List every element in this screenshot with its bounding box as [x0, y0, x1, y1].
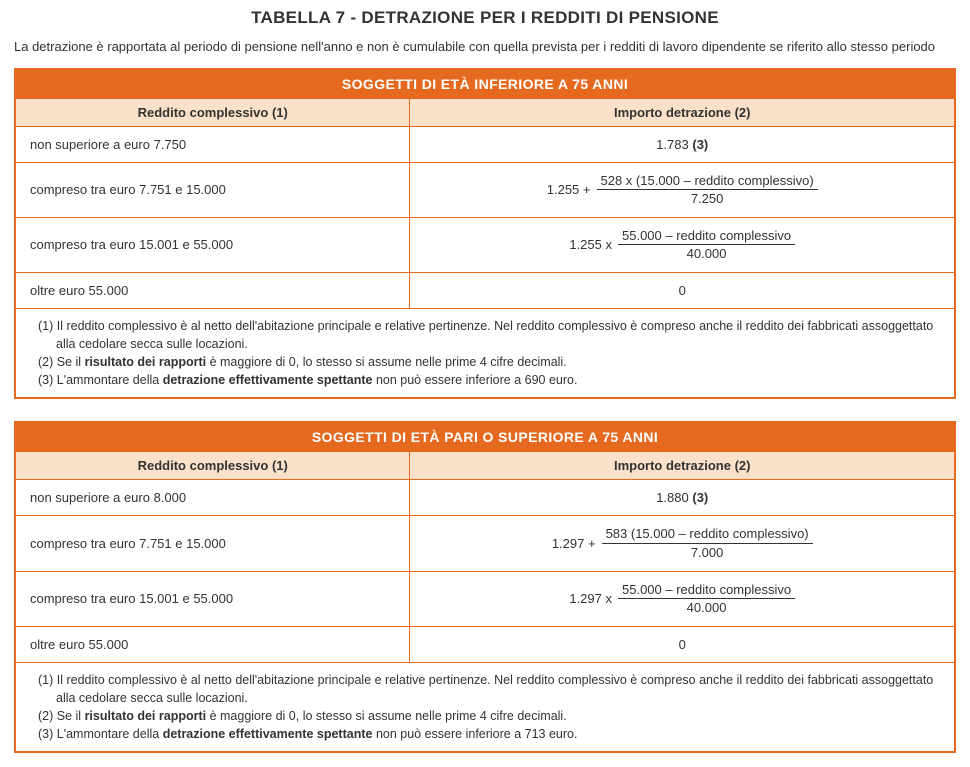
table-row: compreso tra euro 7.751 e 15.000 1.255 +…	[16, 162, 954, 217]
importo-suffix: (3)	[692, 137, 708, 152]
table-under-75: SOGGETTI DI ETÀ INFERIORE A 75 ANNI Redd…	[14, 68, 956, 400]
cell-importo: 1.297 x 55.000 – reddito complessivo 40.…	[410, 571, 954, 626]
cell-importo: 0	[410, 272, 954, 308]
col-header-reddito: Reddito complessivo (1)	[16, 452, 410, 480]
table-row: compreso tra euro 15.001 e 55.000 1.255 …	[16, 217, 954, 272]
table: Reddito complessivo (1) Importo detrazio…	[16, 451, 954, 661]
note: (3) L'ammontare della detrazione effetti…	[38, 371, 940, 389]
page-title: TABELLA 7 - DETRAZIONE PER I REDDITI DI …	[14, 8, 956, 28]
note: (1) Il reddito complessivo è al netto de…	[38, 671, 940, 707]
cell-reddito: compreso tra euro 15.001 e 55.000	[16, 571, 410, 626]
cell-reddito: compreso tra euro 7.751 e 15.000	[16, 162, 410, 217]
cell-reddito: compreso tra euro 15.001 e 55.000	[16, 217, 410, 272]
importo-value: 1.880	[656, 490, 689, 505]
cell-importo: 1.255 x 55.000 – reddito complessivo 40.…	[410, 217, 954, 272]
note: (2) Se il risultato dei rapporti è maggi…	[38, 353, 940, 371]
fraction: 528 x (15.000 – reddito complessivo) 7.2…	[597, 173, 818, 207]
importo-value: 1.783	[656, 137, 689, 152]
table-over-75: SOGGETTI DI ETÀ PARI O SUPERIORE A 75 AN…	[14, 421, 956, 753]
formula-prefix: 1.255 x	[569, 237, 612, 253]
cell-reddito: oltre euro 55.000	[16, 272, 410, 308]
table-notes: (1) Il reddito complessivo è al netto de…	[16, 308, 954, 398]
fraction-top: 55.000 – reddito complessivo	[618, 228, 795, 246]
table-title: SOGGETTI DI ETÀ PARI O SUPERIORE A 75 AN…	[16, 423, 954, 451]
fraction-bottom: 7.000	[687, 544, 728, 561]
fraction: 583 (15.000 – reddito complessivo) 7.000	[602, 526, 813, 560]
table-row: non superiore a euro 7.750 1.783 (3)	[16, 126, 954, 162]
cell-reddito: compreso tra euro 7.751 e 15.000	[16, 516, 410, 571]
fraction-top: 528 x (15.000 – reddito complessivo)	[597, 173, 818, 191]
cell-reddito: non superiore a euro 7.750	[16, 126, 410, 162]
formula: 1.255 + 528 x (15.000 – reddito compless…	[547, 173, 818, 207]
table-title: SOGGETTI DI ETÀ INFERIORE A 75 ANNI	[16, 70, 954, 98]
fraction-bottom: 40.000	[683, 599, 731, 616]
table-row: oltre euro 55.000 0	[16, 626, 954, 662]
table-row: compreso tra euro 7.751 e 15.000 1.297 +…	[16, 516, 954, 571]
fraction-top: 583 (15.000 – reddito complessivo)	[602, 526, 813, 544]
col-header-importo: Importo detrazione (2)	[410, 98, 954, 126]
cell-importo: 1.880 (3)	[410, 480, 954, 516]
table-row: oltre euro 55.000 0	[16, 272, 954, 308]
col-header-reddito: Reddito complessivo (1)	[16, 98, 410, 126]
formula-prefix: 1.297 +	[552, 536, 596, 552]
page-subtitle: La detrazione è rapportata al periodo di…	[14, 38, 956, 56]
table: Reddito complessivo (1) Importo detrazio…	[16, 98, 954, 308]
fraction-bottom: 40.000	[683, 245, 731, 262]
table-row: non superiore a euro 8.000 1.880 (3)	[16, 480, 954, 516]
importo-suffix: (3)	[692, 490, 708, 505]
formula-prefix: 1.255 +	[547, 182, 591, 198]
fraction-top: 55.000 – reddito complessivo	[618, 582, 795, 600]
formula: 1.297 x 55.000 – reddito complessivo 40.…	[569, 582, 795, 616]
fraction: 55.000 – reddito complessivo 40.000	[618, 228, 795, 262]
note: (1) Il reddito complessivo è al netto de…	[38, 317, 940, 353]
formula-prefix: 1.297 x	[569, 591, 612, 607]
cell-importo: 1.297 + 583 (15.000 – reddito complessiv…	[410, 516, 954, 571]
note: (3) L'ammontare della detrazione effetti…	[38, 725, 940, 743]
formula: 1.255 x 55.000 – reddito complessivo 40.…	[569, 228, 795, 262]
fraction: 55.000 – reddito complessivo 40.000	[618, 582, 795, 616]
cell-reddito: non superiore a euro 8.000	[16, 480, 410, 516]
table-notes: (1) Il reddito complessivo è al netto de…	[16, 662, 954, 752]
note: (2) Se il risultato dei rapporti è maggi…	[38, 707, 940, 725]
col-header-importo: Importo detrazione (2)	[410, 452, 954, 480]
formula: 1.297 + 583 (15.000 – reddito complessiv…	[552, 526, 813, 560]
fraction-bottom: 7.250	[687, 190, 728, 207]
cell-reddito: oltre euro 55.000	[16, 626, 410, 662]
cell-importo: 0	[410, 626, 954, 662]
cell-importo: 1.783 (3)	[410, 126, 954, 162]
table-row: compreso tra euro 15.001 e 55.000 1.297 …	[16, 571, 954, 626]
cell-importo: 1.255 + 528 x (15.000 – reddito compless…	[410, 162, 954, 217]
